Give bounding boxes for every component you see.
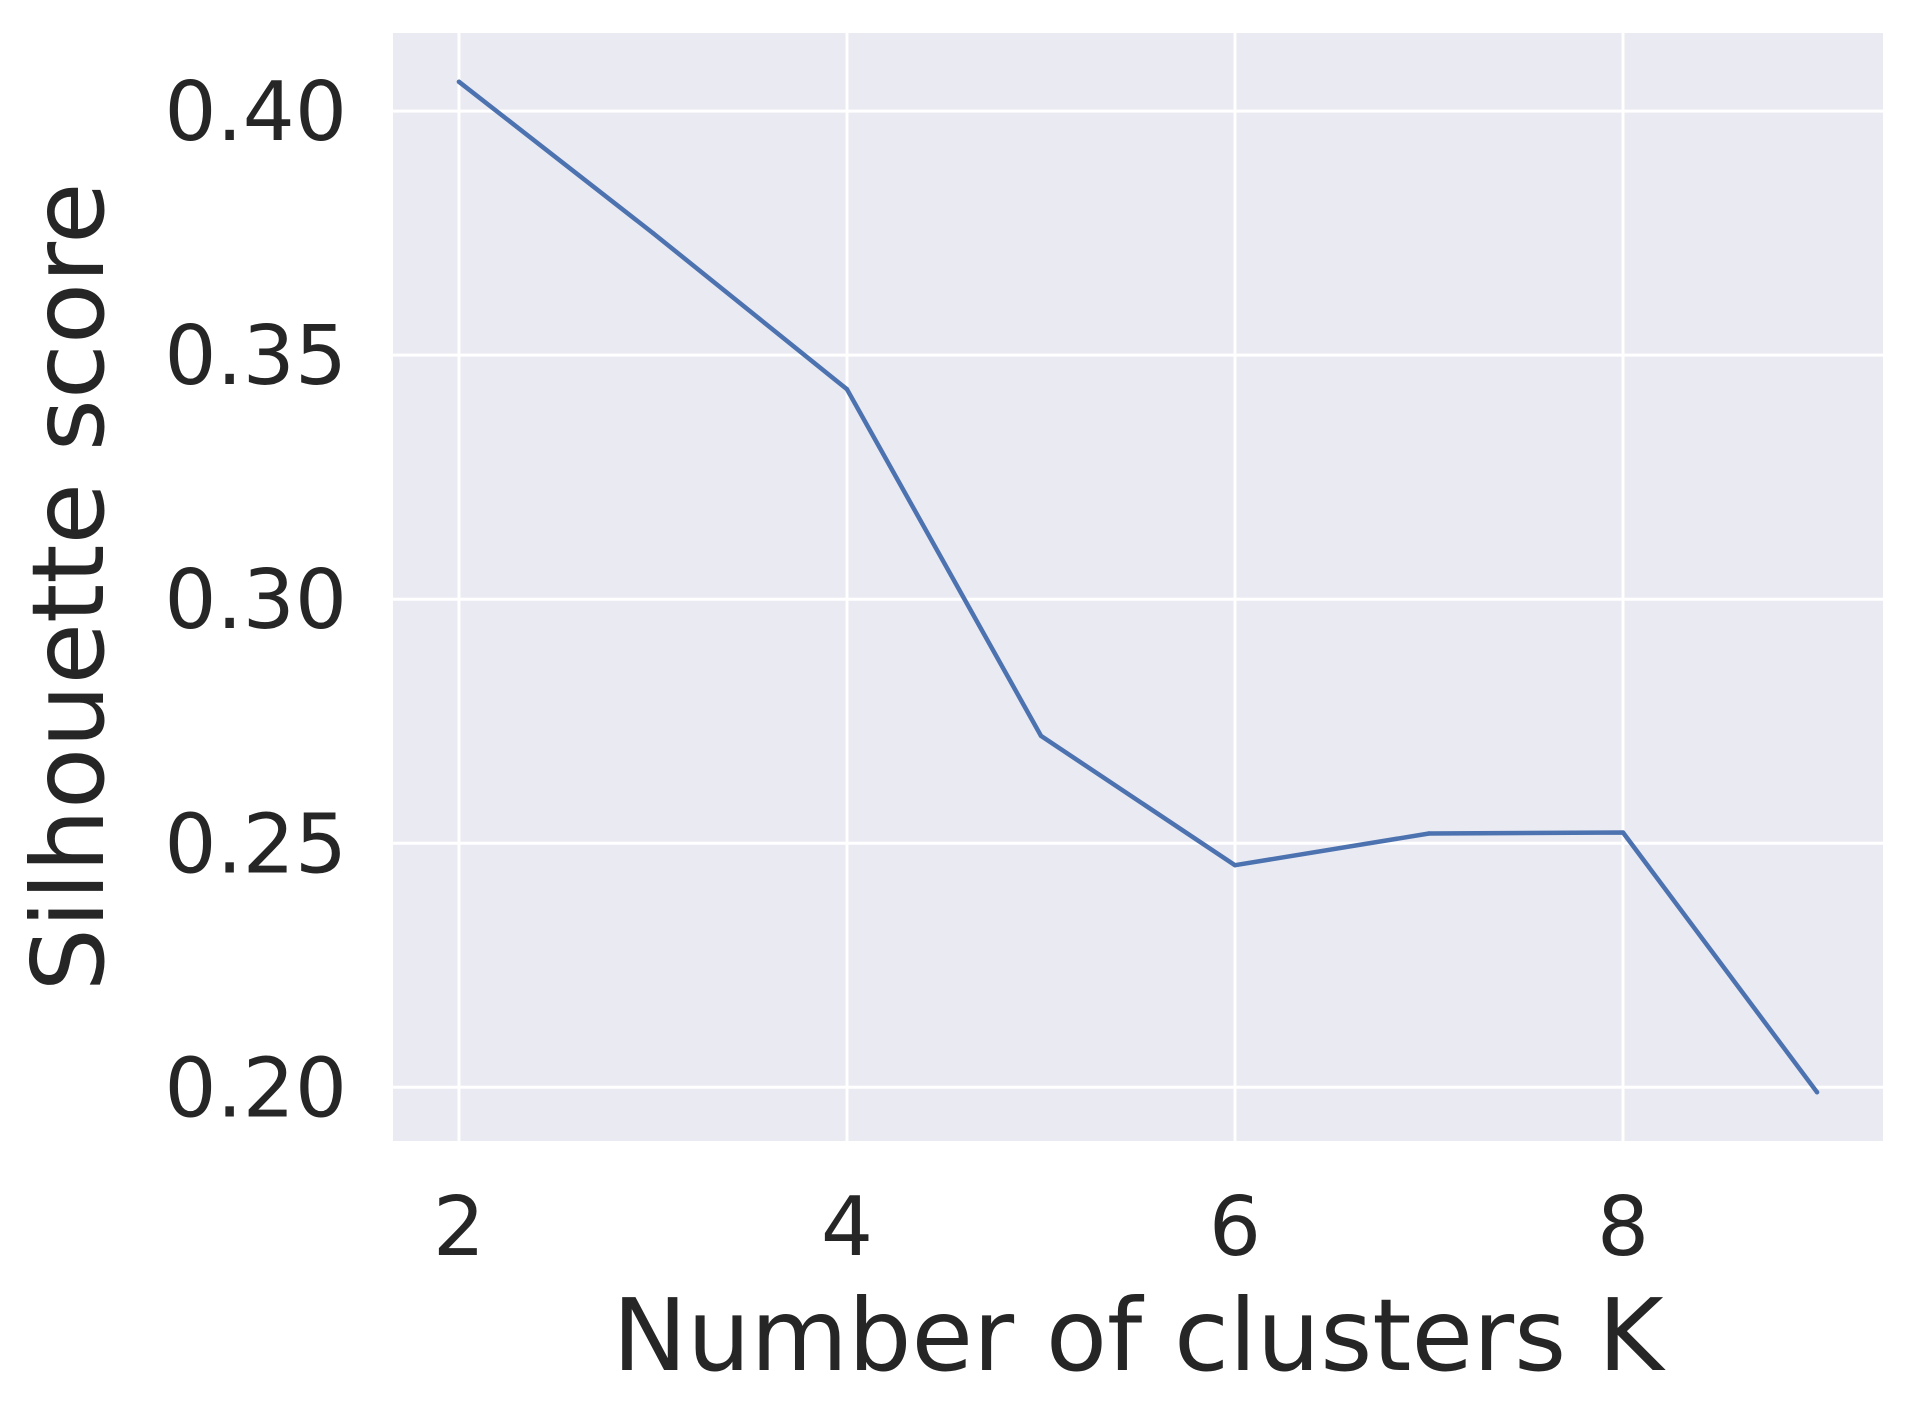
y-tick-label: 0.25	[164, 797, 347, 892]
data-point	[1038, 733, 1044, 739]
y-tick-labels: 0.20 0.25 0.30 0.35 0.40	[164, 65, 347, 1136]
plot-area	[393, 33, 1883, 1141]
x-tick-label: 6	[1209, 1180, 1261, 1275]
data-point	[1814, 1089, 1820, 1095]
x-axis-label: Number of clusters K	[612, 1277, 1666, 1394]
y-axis-label: Silhouette score	[10, 183, 127, 992]
data-point	[1426, 831, 1432, 836]
x-tick-label: 8	[1597, 1180, 1649, 1275]
y-tick-label: 0.35	[164, 309, 347, 404]
data-point	[456, 79, 462, 85]
x-tick-label: 4	[821, 1180, 873, 1275]
y-tick-label: 0.30	[164, 553, 347, 648]
data-point	[1232, 863, 1238, 868]
y-tick-label: 0.40	[164, 65, 347, 160]
data-point	[1620, 830, 1626, 835]
series-group	[456, 79, 1820, 1095]
series-line	[456, 79, 1820, 1095]
data-point	[844, 387, 850, 392]
grid-lines	[393, 33, 1883, 1141]
x-tick-label: 2	[433, 1180, 485, 1275]
y-tick-label: 0.20	[164, 1041, 347, 1136]
data-point	[650, 230, 656, 236]
x-tick-labels: 2 4 6 8	[433, 1180, 1649, 1275]
